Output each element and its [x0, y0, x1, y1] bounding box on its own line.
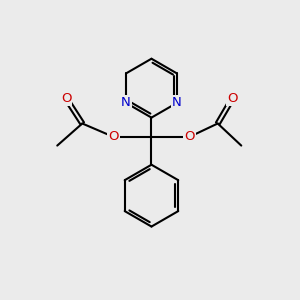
Text: N: N [121, 96, 131, 110]
Text: N: N [172, 96, 182, 110]
Text: O: O [227, 92, 238, 105]
Text: O: O [184, 130, 195, 143]
Text: O: O [61, 92, 71, 105]
Text: O: O [108, 130, 119, 143]
